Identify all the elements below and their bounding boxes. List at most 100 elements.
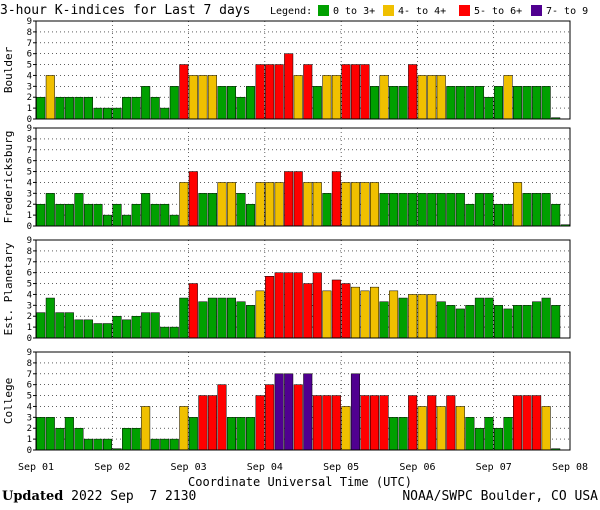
kp-bar (446, 86, 456, 120)
chart-panels: 0123456789Boulder0123456789Fredericksbur… (2, 17, 571, 456)
y-tick-label: 7 (27, 39, 32, 49)
kp-bar (446, 395, 456, 451)
updated-value: 2022 Sep 7 2130 (71, 489, 197, 504)
y-tick-label: 7 (27, 370, 32, 380)
x-axis-ticks: Sep 01 Sep 02 Sep 03 Sep 04 Sep 05 Sep 06 Sep … (18, 462, 588, 473)
kp-bar (312, 395, 322, 451)
kp-bar (64, 312, 74, 339)
kp-bar (522, 193, 532, 227)
kp-bar (169, 86, 179, 120)
kp-bar (45, 193, 55, 227)
kp-bar (207, 75, 217, 120)
kp-bar (226, 182, 236, 227)
chart-title: 3-hour K-indices for Last 7 days (0, 3, 250, 18)
kp-bar (141, 406, 151, 451)
kp-bar (93, 438, 103, 451)
kp-bar (532, 86, 542, 120)
y-tick-label: 1 (27, 323, 32, 333)
kp-bar (408, 395, 418, 451)
kp-bar (389, 417, 399, 451)
kp-bar (188, 171, 198, 227)
kp-bar (455, 193, 465, 227)
kp-bar (360, 395, 370, 451)
kp-bar (474, 86, 484, 120)
panel-frame (35, 351, 571, 451)
kp-bar (389, 193, 399, 227)
kp-bar (74, 96, 84, 120)
kp-bar (217, 182, 227, 227)
kp-bar (513, 305, 523, 339)
y-tick-label: 0 (27, 115, 32, 125)
kp-bar (541, 86, 551, 120)
y-tick-label: 9 (27, 348, 32, 358)
kp-bar (427, 193, 437, 227)
kp-bar (446, 193, 456, 227)
kp-bar (522, 395, 532, 451)
kp-bar (360, 64, 370, 120)
y-tick-label: 9 (27, 236, 32, 246)
footer-updated: Updated 2022 Sep 7 2130 (2, 489, 196, 504)
kp-bar (255, 64, 265, 120)
kp-bar (122, 96, 132, 120)
kp-bar (246, 305, 256, 339)
y-tick-label: 3 (27, 301, 32, 311)
x-axis-label: Coordinate Universal Time (UTC) (188, 475, 412, 488)
y-tick-label: 3 (27, 413, 32, 423)
y-tick-label: 6 (27, 50, 32, 60)
kp-bar (312, 86, 322, 120)
kp-bar (103, 107, 113, 120)
kp-bar (522, 86, 532, 120)
kp-bar (188, 75, 198, 120)
kp-bar (398, 417, 408, 451)
kp-bar (74, 193, 84, 227)
x-tick-label: Sep 01 (18, 462, 54, 473)
y-tick-label: 6 (27, 157, 32, 167)
panel-frame (35, 239, 571, 339)
y-tick-label: 5 (27, 392, 32, 402)
kp-bar (465, 203, 475, 227)
y-tick-label: 4 (27, 178, 32, 188)
kp-bar (255, 395, 265, 451)
kp-bar (417, 406, 427, 451)
kp-bar (160, 326, 170, 339)
kp-bar (303, 373, 313, 451)
legend-label: Legend: (270, 6, 312, 17)
kp-bar (236, 193, 246, 227)
kp-bar (36, 417, 46, 451)
kp-bar (513, 395, 523, 451)
kp-bar (83, 203, 93, 227)
kp-bar (379, 301, 389, 339)
kp-bar (255, 290, 265, 339)
x-tick-label: Sep 03 (171, 462, 207, 473)
kp-bar (389, 86, 399, 120)
kp-bar (541, 193, 551, 227)
kp-bar (513, 182, 523, 227)
y-tick-label: 5 (27, 61, 32, 71)
kp-bar (417, 75, 427, 120)
kp-bar (217, 384, 227, 451)
y-tick-label: 4 (27, 71, 32, 81)
kp-bar (541, 297, 551, 339)
panel-title: Boulder (2, 46, 15, 93)
panel-frame (35, 20, 571, 120)
y-tick-label: 6 (27, 381, 32, 391)
kp-bar (103, 323, 113, 339)
kp-bar (398, 297, 408, 339)
kp-bar (293, 75, 303, 120)
kp-bar (103, 438, 113, 451)
y-tick-label: 0 (27, 334, 32, 344)
kp-bar (45, 417, 55, 451)
kp-bar (74, 427, 84, 451)
kp-bar (64, 96, 74, 120)
legend-label-4: 7- to 9 (546, 6, 588, 17)
legend-swatch (383, 5, 394, 16)
kp-bar (331, 75, 341, 120)
kp-bar (303, 64, 313, 120)
kp-bar (236, 301, 246, 339)
x-tick-label: Sep 05 (323, 462, 359, 473)
kp-bar (112, 107, 122, 120)
kp-bar (427, 395, 437, 451)
kp-bar (55, 96, 65, 120)
